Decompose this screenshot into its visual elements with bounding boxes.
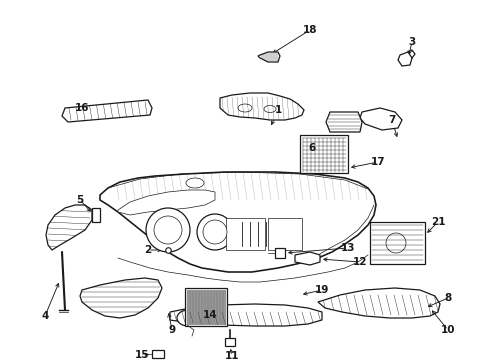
Ellipse shape <box>185 178 203 188</box>
Text: 3: 3 <box>407 37 415 47</box>
Ellipse shape <box>177 310 199 326</box>
Polygon shape <box>258 52 280 62</box>
Polygon shape <box>397 52 411 66</box>
Text: 10: 10 <box>440 325 454 335</box>
FancyBboxPatch shape <box>274 248 285 258</box>
FancyBboxPatch shape <box>152 350 163 358</box>
Circle shape <box>154 216 182 244</box>
Polygon shape <box>317 288 439 318</box>
FancyBboxPatch shape <box>92 208 100 222</box>
Text: 17: 17 <box>370 157 385 167</box>
Text: 5: 5 <box>76 195 83 205</box>
Text: 7: 7 <box>387 115 395 125</box>
Text: 15: 15 <box>135 350 149 360</box>
Polygon shape <box>46 205 92 250</box>
Polygon shape <box>100 172 375 272</box>
Polygon shape <box>220 93 304 120</box>
FancyBboxPatch shape <box>369 222 424 264</box>
FancyBboxPatch shape <box>224 338 235 346</box>
Polygon shape <box>325 112 361 132</box>
Text: 4: 4 <box>41 311 49 321</box>
Text: 11: 11 <box>224 351 239 360</box>
Polygon shape <box>359 108 401 130</box>
Polygon shape <box>170 304 321 326</box>
Text: 16: 16 <box>75 103 89 113</box>
Text: 18: 18 <box>302 25 317 35</box>
Text: 14: 14 <box>202 310 217 320</box>
FancyBboxPatch shape <box>184 288 226 326</box>
Ellipse shape <box>264 105 275 112</box>
Text: 12: 12 <box>352 257 366 267</box>
Polygon shape <box>294 252 319 265</box>
Text: 9: 9 <box>168 325 175 335</box>
Polygon shape <box>80 278 162 318</box>
Circle shape <box>197 214 232 250</box>
Circle shape <box>203 220 226 244</box>
FancyBboxPatch shape <box>299 135 347 173</box>
Circle shape <box>385 233 405 253</box>
Text: 19: 19 <box>314 285 328 295</box>
Text: 2: 2 <box>144 245 151 255</box>
Text: 21: 21 <box>430 217 445 227</box>
FancyBboxPatch shape <box>225 218 264 250</box>
Text: 1: 1 <box>274 105 281 115</box>
Text: 6: 6 <box>308 143 315 153</box>
FancyBboxPatch shape <box>267 218 302 250</box>
Polygon shape <box>118 190 215 215</box>
Text: 8: 8 <box>444 293 451 303</box>
Circle shape <box>146 208 190 252</box>
Text: 13: 13 <box>340 243 354 253</box>
Ellipse shape <box>238 104 251 112</box>
Polygon shape <box>62 100 152 122</box>
